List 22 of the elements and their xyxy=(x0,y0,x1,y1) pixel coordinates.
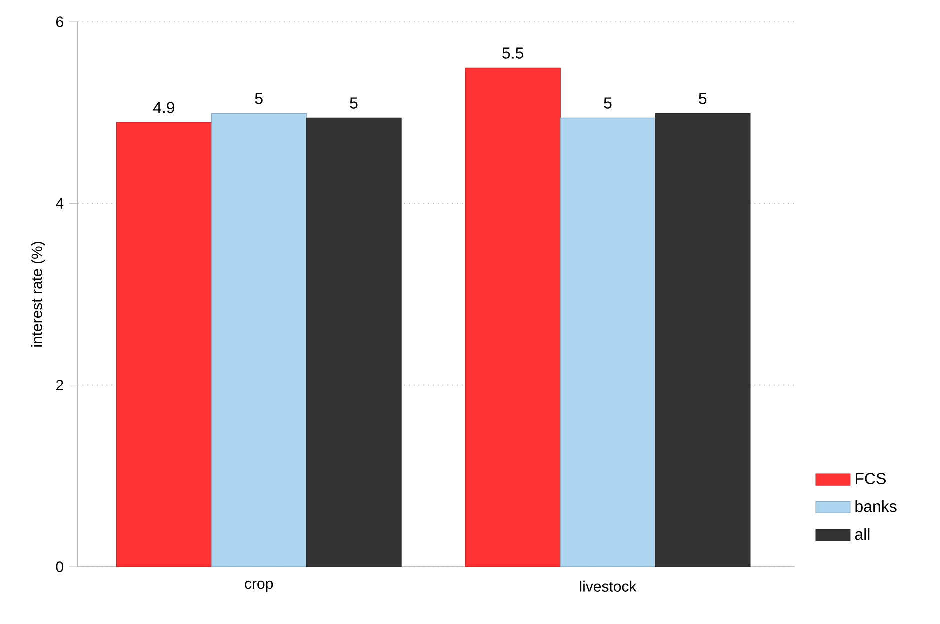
bar xyxy=(655,113,751,568)
data-label: 5 xyxy=(604,98,612,109)
y-tick-label: 6 xyxy=(56,16,64,28)
data-label: 5 xyxy=(699,93,707,104)
bar xyxy=(560,118,656,568)
legend-label: banks xyxy=(856,500,897,512)
legend-label: all xyxy=(855,528,870,540)
y-axis-title: interest rate (%) xyxy=(31,242,46,347)
data-label: 4.9 xyxy=(153,102,175,114)
data-label: 5 xyxy=(350,98,358,109)
bar xyxy=(306,118,402,568)
x-tick-label: livestock xyxy=(580,580,637,592)
x-tick-label: crop xyxy=(245,580,274,592)
data-label: 5 xyxy=(255,93,263,104)
y-tick-label: 2 xyxy=(56,380,64,391)
data-label: 5.5 xyxy=(502,48,524,59)
bar xyxy=(465,68,561,568)
y-tick-label: 0 xyxy=(56,562,64,572)
bar xyxy=(116,122,212,568)
legend-label: FCS xyxy=(856,473,886,484)
y-tick-label: 4 xyxy=(56,198,64,209)
bar xyxy=(211,113,307,568)
